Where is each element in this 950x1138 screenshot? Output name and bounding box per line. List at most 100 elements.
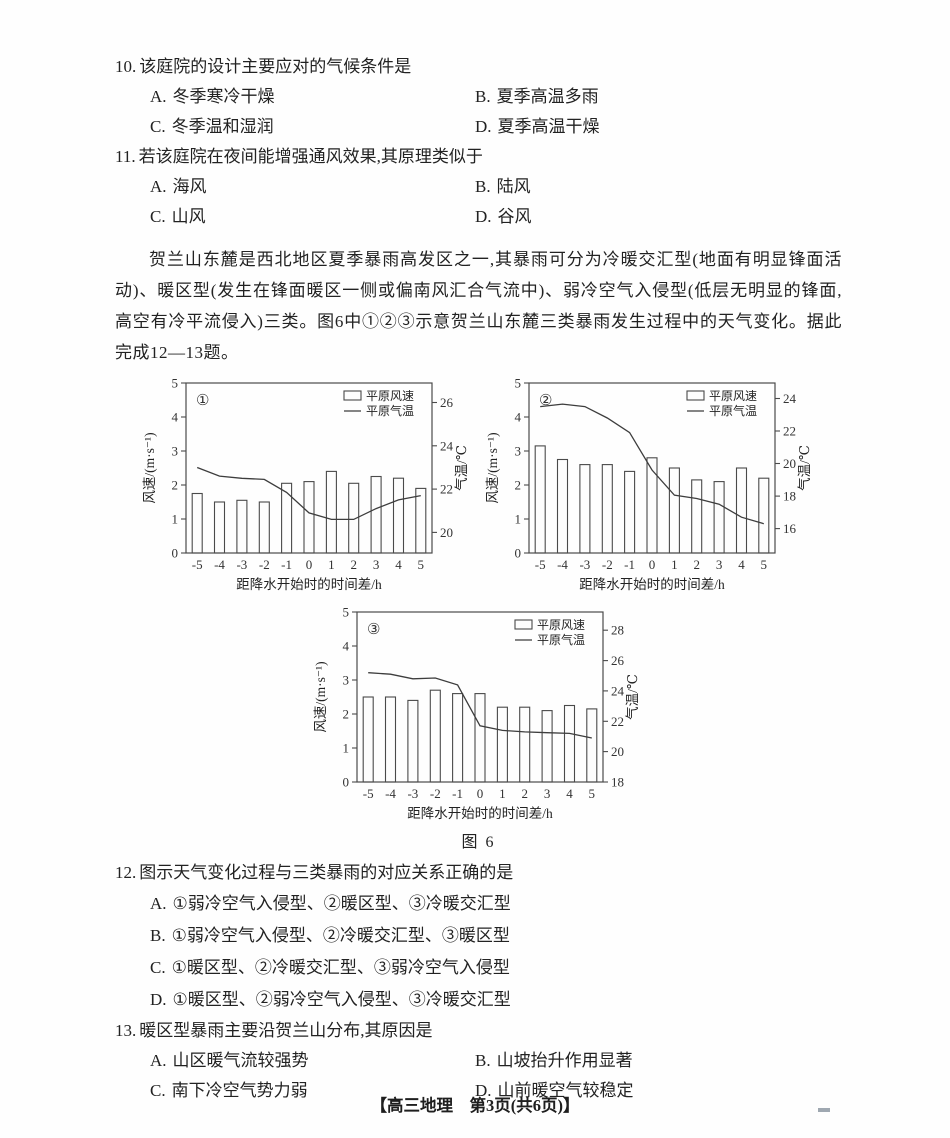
question-10: 10. 该庭院的设计主要应对的气候条件是 A. 冬季寒冷干燥 B. 夏季高温多雨 C.… [115,52,842,142]
question-10-options: A. 冬季寒冷干燥 B. 夏季高温多雨 C. 冬季温和湿润 D. 夏季高温干燥 [150,82,842,142]
svg-text:3: 3 [171,444,178,459]
svg-text:20: 20 [611,744,624,759]
svg-text:①: ① [196,393,209,409]
svg-text:1: 1 [171,512,178,527]
svg-text:1: 1 [499,786,506,801]
svg-text:1: 1 [343,741,350,756]
question-number: 11. [115,147,136,166]
svg-text:2: 2 [171,478,178,493]
chart-1: 0 1 2 3 4 5 20 22 24 26 -5 -4 -3 -2 -1 0 1 2 3 4 5 距降水开始时的时间差… [140,374,475,603]
figure-6: 0 1 2 3 4 5 20 22 24 26 -5 -4 -3 -2 -1 0 1 2 3 4 5 距降水开始时的时间差… [115,374,842,852]
svg-text:22: 22 [611,714,624,729]
svg-text:②: ② [539,393,552,409]
option-label: D. [475,117,492,136]
option-13-d: D. 山前暖空气较稳定 [475,1076,842,1106]
svg-text:-4: -4 [214,557,225,572]
option-text: ①暖区型、②冷暖交汇型、③弱冷空气入侵型 [171,958,510,977]
svg-text:-5: -5 [534,557,545,572]
question-13-stem: 13. 暖区型暴雨主要沿贺兰山分布,其原因是 [115,1016,842,1046]
svg-text:3: 3 [544,786,551,801]
svg-text:20: 20 [440,525,453,540]
option-label: A. [150,1051,167,1070]
page-content: 10. 该庭院的设计主要应对的气候条件是 A. 冬季寒冷干燥 B. 夏季高温多雨 C.… [115,52,842,1106]
svg-text:-3: -3 [236,557,247,572]
svg-text:气温/℃: 气温/℃ [797,445,812,491]
question-11: 11. 若该庭院在夜间能增强通风效果,其原理类似于 A. 海风 B. 陆风 C. 山风 … [115,142,842,232]
svg-text:-2: -2 [601,557,612,572]
svg-text:气温/℃: 气温/℃ [454,445,469,491]
svg-text:3: 3 [715,557,722,572]
svg-text:3: 3 [372,557,379,572]
option-text: ①弱冷空气入侵型、②冷暖交汇型、③暖区型 [171,926,510,945]
svg-text:4: 4 [566,786,573,801]
svg-text:-1: -1 [281,557,292,572]
option-text: 陆风 [496,177,531,196]
svg-text:风速/(m·s⁻¹): 风速/(m·s⁻¹) [142,432,157,503]
svg-text:距降水开始时的时间差/h: 距降水开始时的时间差/h [236,577,382,592]
svg-text:-1: -1 [452,786,463,801]
svg-text:18: 18 [611,775,624,790]
svg-text:0: 0 [514,546,521,561]
svg-text:4: 4 [514,410,521,425]
svg-text:22: 22 [440,482,453,497]
svg-text:2: 2 [521,786,528,801]
svg-text:5: 5 [343,605,350,620]
svg-text:3: 3 [343,673,350,688]
option-label: D. [475,1081,492,1100]
option-text: 谷风 [497,207,532,226]
option-12-c: C. ①暖区型、②冷暖交汇型、③弱冷空气入侵型 [150,952,842,984]
svg-text:③: ③ [367,622,380,638]
option-label: A. [150,894,167,913]
svg-text:-3: -3 [407,786,418,801]
question-number: 12. [115,863,137,882]
svg-text:26: 26 [440,395,454,410]
option-13-b: B. 山坡抬升作用显著 [475,1046,842,1076]
svg-text:4: 4 [343,639,350,654]
option-label: B. [475,177,491,196]
option-10-d: D. 夏季高温干燥 [475,112,842,142]
chart-row-top: 0 1 2 3 4 5 20 22 24 26 -5 -4 -3 -2 -1 0 1 2 3 4 5 距降水开始时的时间差… [115,374,842,603]
svg-text:2: 2 [350,557,357,572]
question-12-options: A. ①弱冷空气入侵型、②暖区型、③冷暖交汇型 B. ①弱冷空气入侵型、②冷暖交汇型… [150,888,842,1016]
svg-text:-2: -2 [430,786,441,801]
option-text: 海风 [172,177,207,196]
option-label: C. [150,117,166,136]
passage-text: 贺兰山东麓是西北地区夏季暴雨高发区之一,其暴雨可分为冷暖交汇型(地面有明显锋面活… [115,250,842,362]
svg-text:4: 4 [171,410,178,425]
option-text: 夏季高温多雨 [496,87,599,106]
svg-text:18: 18 [783,489,796,504]
option-label: A. [150,177,167,196]
question-12-stem: 12. 图示天气变化过程与三类暴雨的对应关系正确的是 [115,858,842,888]
svg-text:-5: -5 [363,786,374,801]
chart-2: 0 1 2 3 4 5 16 18 20 22 24 -5 -4 -3 -2 -1 0 1 2 3 4 5 距降水开始时的时… [483,374,818,603]
question-number: 13. [115,1021,137,1040]
option-13-c: C. 南下冷空气势力弱 [150,1076,475,1106]
option-11-d: D. 谷风 [475,202,842,232]
svg-text:24: 24 [611,683,625,698]
svg-text:16: 16 [783,521,797,536]
svg-text:距降水开始时的时间差/h: 距降水开始时的时间差/h [579,577,725,592]
question-10-stem: 10. 该庭院的设计主要应对的气候条件是 [115,52,842,82]
svg-text:-4: -4 [385,786,396,801]
svg-text:0: 0 [343,775,350,790]
svg-text:风速/(m·s⁻¹): 风速/(m·s⁻¹) [313,661,328,732]
svg-text:26: 26 [611,653,625,668]
question-text: 图示天气变化过程与三类暴雨的对应关系正确的是 [139,863,514,882]
question-13-options: A. 山区暖气流较强势 B. 山坡抬升作用显著 C. 南下冷空气势力弱 D. 山前暖空气… [150,1046,842,1106]
svg-text:平原风速: 平原风速 [709,389,757,403]
svg-text:-1: -1 [624,557,635,572]
option-text: 山前暖空气较稳定 [497,1081,634,1100]
svg-text:距降水开始时的时间差/h: 距降水开始时的时间差/h [407,806,553,821]
svg-text:0: 0 [477,786,484,801]
option-12-d: D. ①暖区型、②弱冷空气入侵型、③冷暖交汇型 [150,984,842,1016]
option-11-c: C. 山风 [150,202,475,232]
svg-text:28: 28 [611,623,624,638]
option-text: 南下冷空气势力弱 [171,1081,308,1100]
svg-text:5: 5 [514,376,521,391]
svg-text:24: 24 [440,438,454,453]
svg-text:平原风速: 平原风速 [537,618,585,632]
option-label: D. [150,990,167,1009]
svg-text:2: 2 [693,557,700,572]
chart-3: 0 1 2 3 4 5 18 20 22 24 26 28 -5 -4 -3 -2 -1 0 1 2 3 4 5 距降水开始时… [311,603,646,832]
